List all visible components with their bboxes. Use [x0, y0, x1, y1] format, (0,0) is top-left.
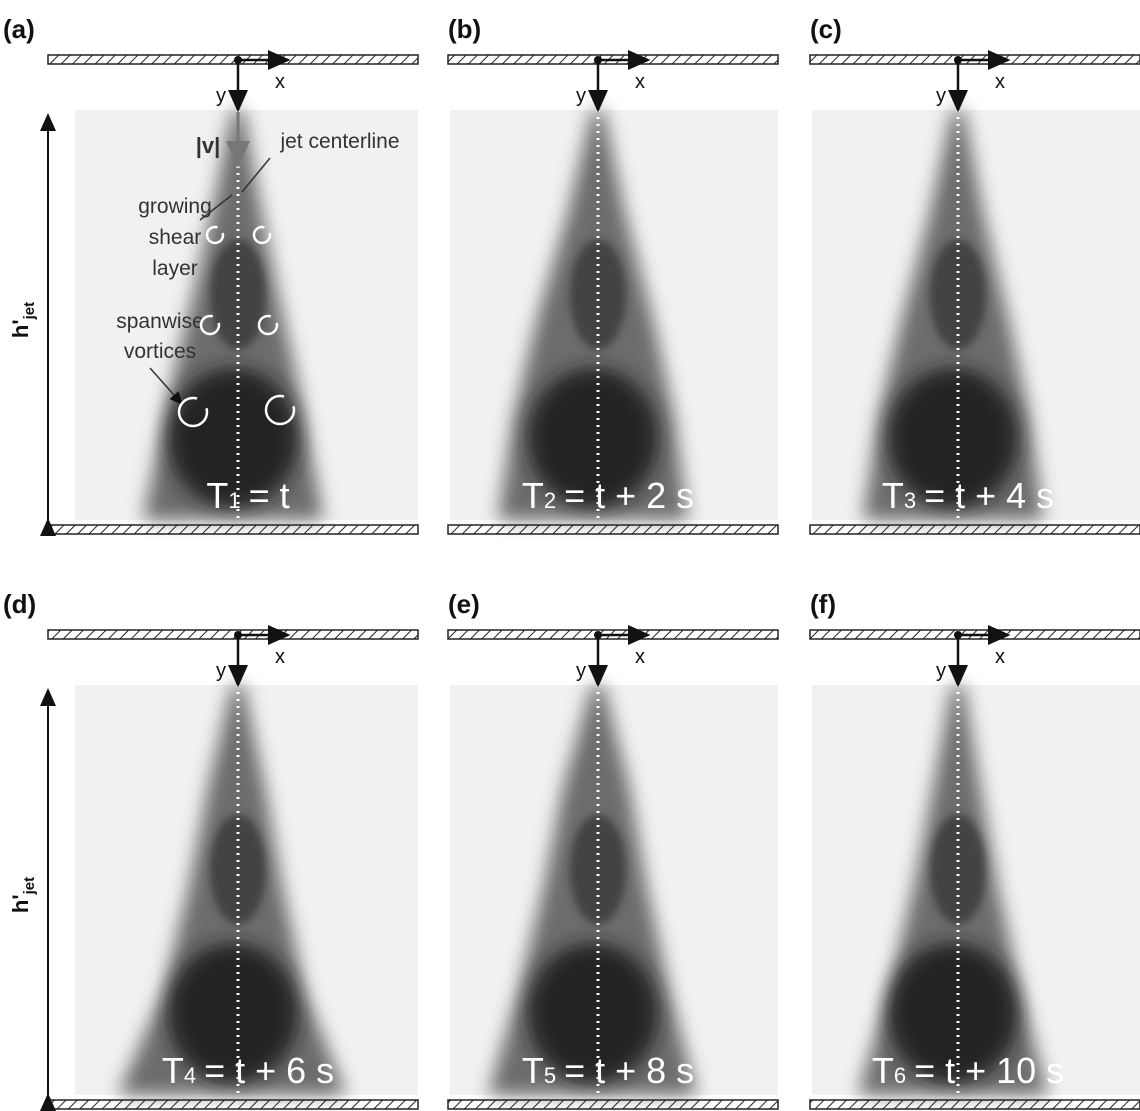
- x-axis-label: x: [995, 646, 1005, 668]
- time-symbol: T: [872, 1050, 894, 1091]
- wall: [47, 1099, 419, 1110]
- time-label: T4 = t + 6 s: [162, 1050, 334, 1091]
- jet-core: [528, 368, 658, 508]
- time-label: T1 = t: [206, 475, 289, 516]
- time-expr: = t + 10 s: [914, 1050, 1064, 1091]
- shear-layer-label: shear: [149, 226, 202, 249]
- y-axis-label: y: [216, 85, 226, 107]
- time-symbol: T: [162, 1050, 184, 1091]
- y-axis-label: y: [936, 660, 946, 682]
- y-axis-label: y: [576, 85, 586, 107]
- time-expr: = t + 2 s: [564, 475, 694, 516]
- time-symbol: T: [206, 475, 228, 516]
- time-expr: = t: [249, 475, 290, 516]
- height-label: h'jet: [8, 877, 38, 913]
- shear-layer-label: growing: [138, 195, 212, 218]
- wall: [447, 1099, 779, 1110]
- height-sub: jet: [21, 302, 38, 321]
- x-axis-label: x: [995, 71, 1005, 93]
- height-label: h'jet: [8, 302, 38, 338]
- time-index: 4: [184, 1063, 196, 1088]
- jet-core: [528, 943, 658, 1083]
- jet-core: [168, 943, 298, 1083]
- panel-label: (b): [448, 14, 481, 44]
- x-axis-label: x: [635, 71, 645, 93]
- centerline-pointer: [241, 157, 271, 193]
- jet-core: [888, 943, 1018, 1083]
- time-label: T5 = t + 8 s: [522, 1050, 694, 1091]
- jet-core: [168, 368, 298, 508]
- time-expr: = t + 6 s: [204, 1050, 334, 1091]
- panel-label: (e): [448, 589, 480, 619]
- jet-core: [570, 239, 626, 350]
- y-axis-label: y: [936, 85, 946, 107]
- height-main: h': [8, 319, 33, 338]
- vortices-pointer: [149, 367, 183, 406]
- vortices-label: vortices: [124, 340, 196, 363]
- wall: [809, 1099, 1140, 1110]
- time-index: 6: [894, 1063, 906, 1088]
- vortex-marker: [252, 225, 272, 245]
- jet-core: [930, 239, 986, 350]
- time-symbol: T: [882, 475, 904, 516]
- time-expr: = t + 8 s: [564, 1050, 694, 1091]
- jet-core: [210, 814, 266, 925]
- time-index: 3: [904, 488, 916, 513]
- y-axis-label: y: [576, 660, 586, 682]
- panel-label: (c): [810, 14, 842, 44]
- vortex-marker: [257, 314, 279, 336]
- time-symbol: T: [522, 475, 544, 516]
- panel-label: (a): [3, 14, 35, 44]
- jet-core: [888, 368, 1018, 508]
- panel-label: (f): [810, 589, 836, 619]
- vortices-label: spanwise: [116, 310, 204, 333]
- panel-label: (d): [3, 589, 36, 619]
- jet-core: [570, 814, 626, 925]
- vortex-marker: [199, 314, 221, 336]
- jet-core: [930, 814, 986, 925]
- velocity-label: |v|: [196, 133, 221, 158]
- time-index: 5: [544, 1063, 556, 1088]
- time-label: T3 = t + 4 s: [882, 475, 1054, 516]
- time-index: 1: [228, 488, 240, 513]
- x-axis-label: x: [275, 71, 285, 93]
- wall: [47, 629, 419, 640]
- vortex-marker: [177, 396, 209, 428]
- centerline-label: jet centerline: [279, 130, 399, 153]
- wall: [809, 524, 1140, 535]
- time-expr: = t + 4 s: [924, 475, 1054, 516]
- wall: [47, 54, 419, 65]
- vortex-marker: [205, 225, 225, 245]
- time-label: T6 = t + 10 s: [872, 1050, 1064, 1091]
- x-axis-label: x: [635, 646, 645, 668]
- time-label: T2 = t + 2 s: [522, 475, 694, 516]
- height-sub: jet: [21, 877, 38, 896]
- height-main: h': [8, 894, 33, 913]
- wall: [47, 524, 419, 535]
- wall: [447, 524, 779, 535]
- jet-core: [210, 239, 266, 350]
- vortex-marker: [264, 394, 296, 426]
- y-axis-label: y: [216, 660, 226, 682]
- shear-pointer: [199, 194, 233, 221]
- time-symbol: T: [522, 1050, 544, 1091]
- time-index: 2: [544, 488, 556, 513]
- shear-layer-label: layer: [152, 257, 198, 280]
- x-axis-label: x: [275, 646, 285, 668]
